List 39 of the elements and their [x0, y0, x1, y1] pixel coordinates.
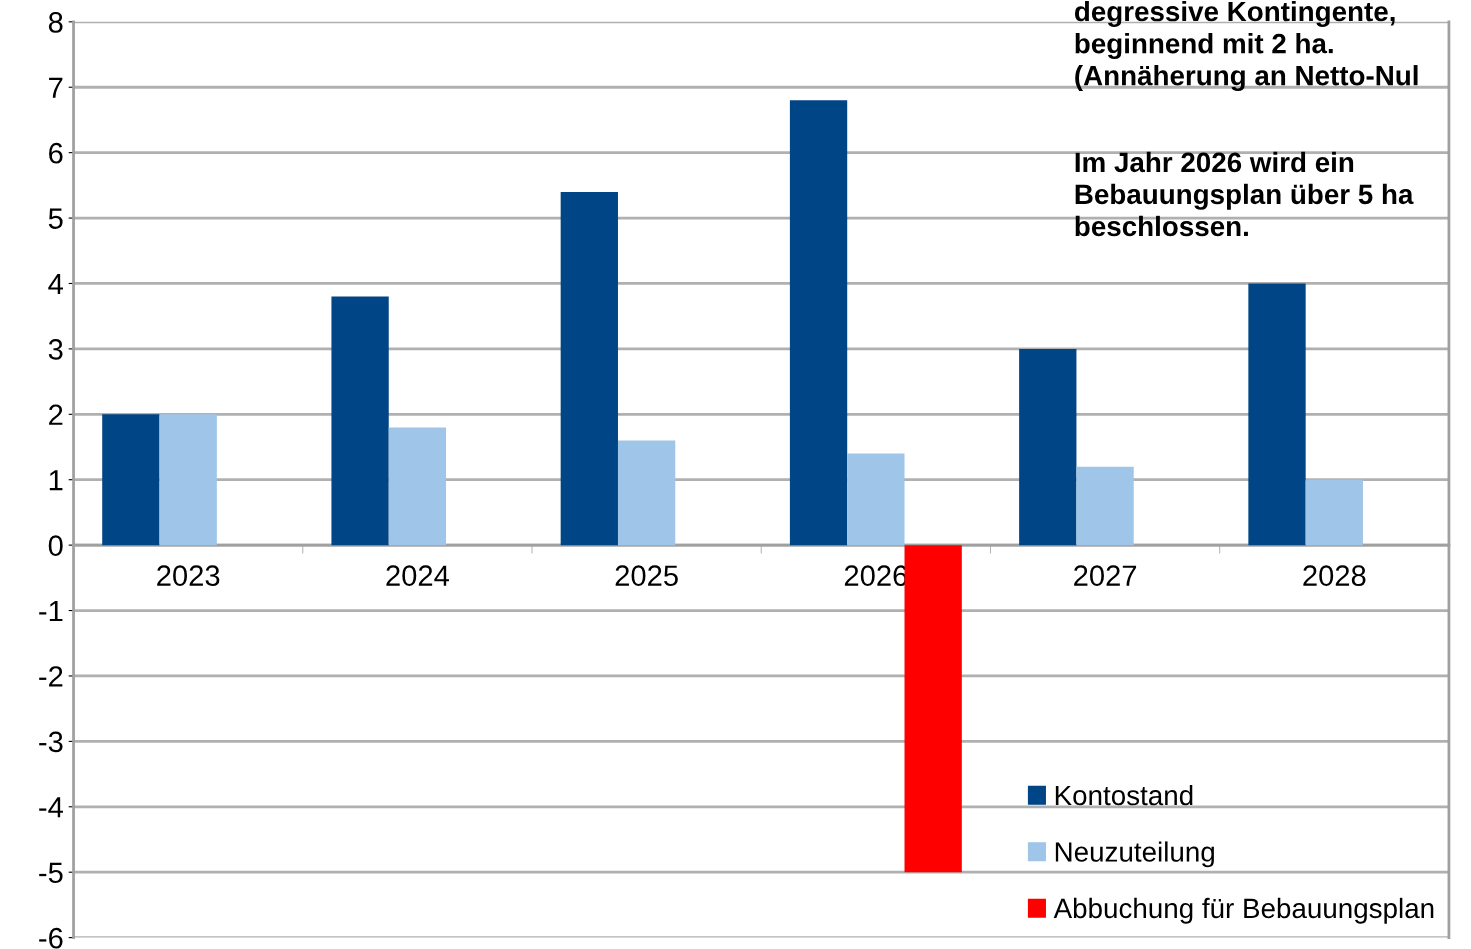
bar: [102, 414, 160, 546]
y-tick-label: -2: [39, 666, 63, 687]
y-tick-label: 4: [48, 273, 63, 295]
bar: [1019, 348, 1077, 546]
y-tick-label: -6: [39, 927, 63, 949]
annotation: degressive Kontingente, beginnend mit 2 ha. (Annäherung an Netto-Nul: [1074, 0, 1418, 92]
y-tick-label: -5: [39, 862, 63, 884]
annotation: Im Jahr 2026 wird ein Bebauungsplan über 5 ha beschlossen.: [1075, 151, 1414, 237]
bar: [847, 453, 905, 546]
bar: [331, 296, 389, 546]
x-tick-label: 2026: [844, 565, 908, 586]
bar: [1248, 283, 1306, 546]
y-tick-label: -3: [39, 731, 63, 753]
y-tick-label: 0: [48, 535, 63, 556]
y-tick-label: 1: [49, 470, 63, 491]
bar: [617, 440, 676, 546]
bar: [159, 414, 217, 546]
y-tick-label: -4: [39, 797, 63, 818]
y-tick-label: 3: [48, 339, 63, 360]
legend-label: Neuzuteilung: [1055, 841, 1214, 868]
bar: [1305, 479, 1363, 546]
y-tick-label: 6: [49, 142, 63, 164]
x-tick-label: 2028: [1303, 565, 1366, 586]
legend-label: Kontostand: [1055, 784, 1193, 806]
legend-label: Abbuchung für Bebauungsplan: [1053, 897, 1434, 924]
bar: [1076, 466, 1134, 546]
x-tick-label: 2025: [615, 565, 678, 586]
x-tick-label: 2024: [386, 565, 449, 586]
x-tick-label: 2023: [157, 565, 220, 586]
bar: [388, 427, 447, 546]
y-tick-label: 8: [48, 12, 63, 33]
y-tick-label: 2: [49, 404, 63, 425]
y-tick-label: 7: [49, 77, 63, 98]
bar: [560, 191, 618, 546]
bar: [789, 100, 848, 546]
y-tick-label: 5: [48, 208, 63, 229]
x-tick-label: 2027: [1074, 565, 1137, 586]
y-tick-label: -1: [39, 601, 63, 622]
bar: [904, 545, 962, 873]
